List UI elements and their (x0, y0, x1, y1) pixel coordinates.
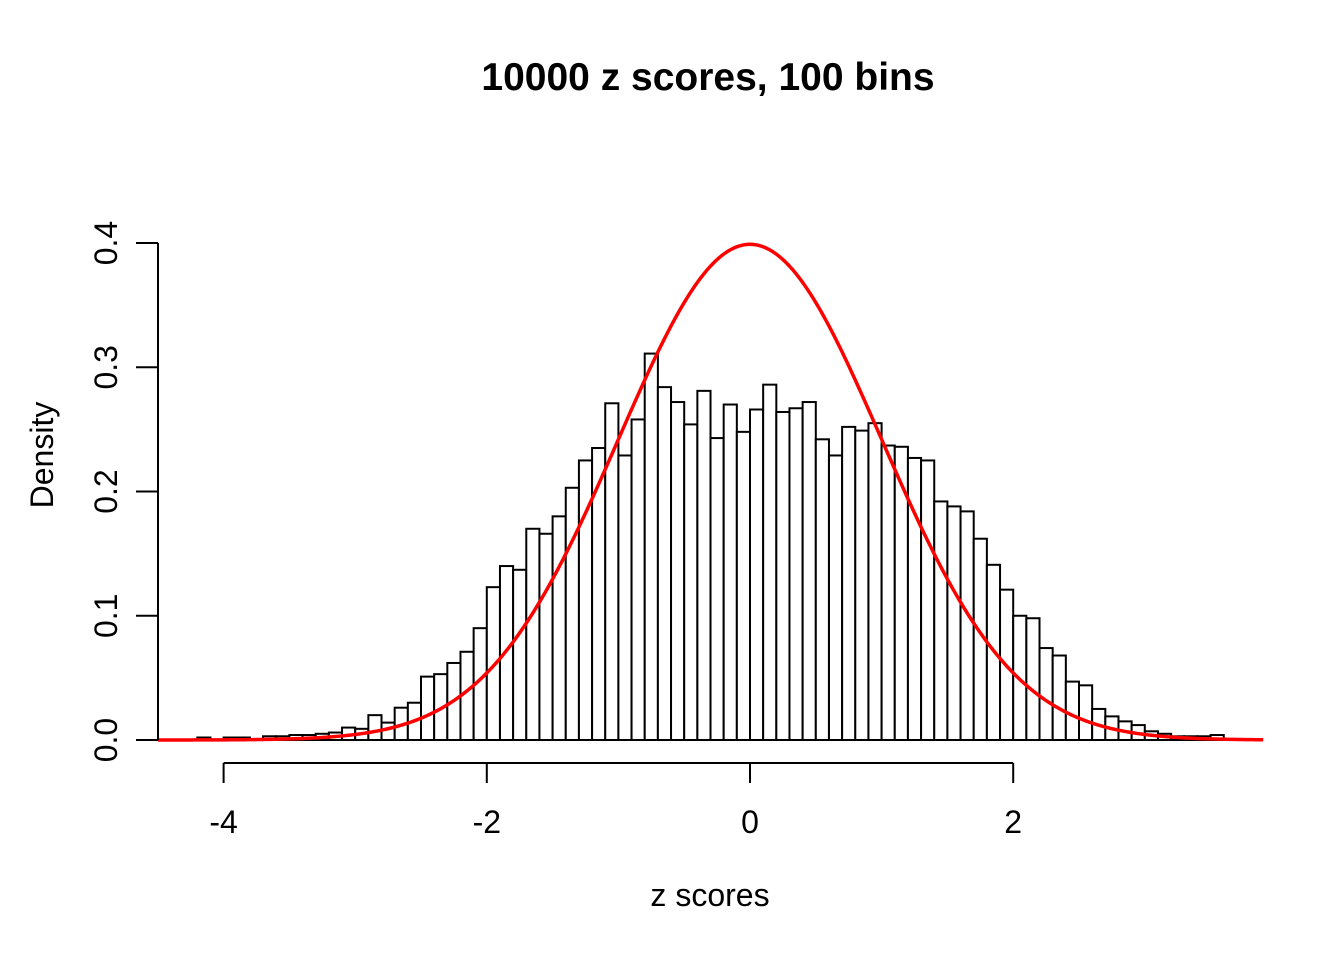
y-tick-label: 0.0 (88, 718, 124, 762)
y-tick-label: 0.1 (88, 594, 124, 638)
histogram-bar (538, 532, 554, 742)
histogram-bar (1078, 684, 1094, 742)
histogram-bar (420, 675, 436, 742)
histogram-bar (920, 459, 936, 741)
histogram-bar (630, 418, 646, 741)
histogram-bar (749, 408, 765, 741)
x-tick-label: -4 (209, 804, 237, 840)
x-axis-label: z scores (650, 877, 769, 913)
histogram-bar (670, 401, 686, 741)
y-tick-label: 0.4 (88, 221, 124, 265)
histogram-bar (1064, 680, 1080, 741)
histogram-bar (762, 383, 778, 741)
y-tick-label: 0.2 (88, 469, 124, 513)
histogram-bar (801, 401, 817, 741)
histogram-bar (525, 527, 541, 742)
x-tick-label: 2 (1004, 804, 1022, 840)
histogram-bar (722, 403, 738, 741)
histogram-bar (880, 444, 896, 741)
x-axis: -4 -2 0 2 (209, 762, 1022, 840)
histogram-bar (867, 422, 883, 741)
histogram-bar (512, 568, 528, 742)
histogram-bars (196, 352, 1225, 742)
histogram-bar (735, 430, 752, 741)
histogram-bar (827, 454, 844, 741)
normal-density-curve (157, 242, 1264, 742)
histogram-bar (775, 410, 791, 741)
chart-title: 10000 z scores, 100 bins (481, 56, 934, 99)
histogram-bar (814, 438, 830, 741)
histogram-bar (617, 454, 633, 741)
x-tick-label: 0 (741, 804, 759, 840)
histogram-bar (551, 515, 567, 741)
histogram-bar (1038, 647, 1054, 741)
y-axis: 0.0 0.1 0.2 0.3 0.4 (88, 221, 159, 762)
histogram-bar (683, 423, 699, 741)
histogram-bar (696, 389, 712, 741)
histogram-bar (959, 510, 975, 741)
histogram-bar (946, 505, 962, 741)
histogram-bar (841, 425, 857, 741)
histogram-bar (656, 386, 673, 741)
histogram-bar (367, 714, 383, 742)
normal-curve-path (157, 242, 1264, 742)
histogram-bar (1051, 654, 1067, 742)
histogram-bar (709, 437, 725, 741)
histogram-bar (564, 486, 580, 741)
y-tick-label: 0.3 (88, 345, 124, 389)
histogram-bar (1025, 617, 1041, 742)
histogram-bar (854, 429, 870, 741)
x-tick-label: -2 (473, 804, 501, 840)
histogram-bar (788, 407, 804, 741)
histogram-bar (933, 500, 949, 741)
y-axis-label: Density (24, 402, 60, 509)
histogram-bar (643, 352, 659, 741)
